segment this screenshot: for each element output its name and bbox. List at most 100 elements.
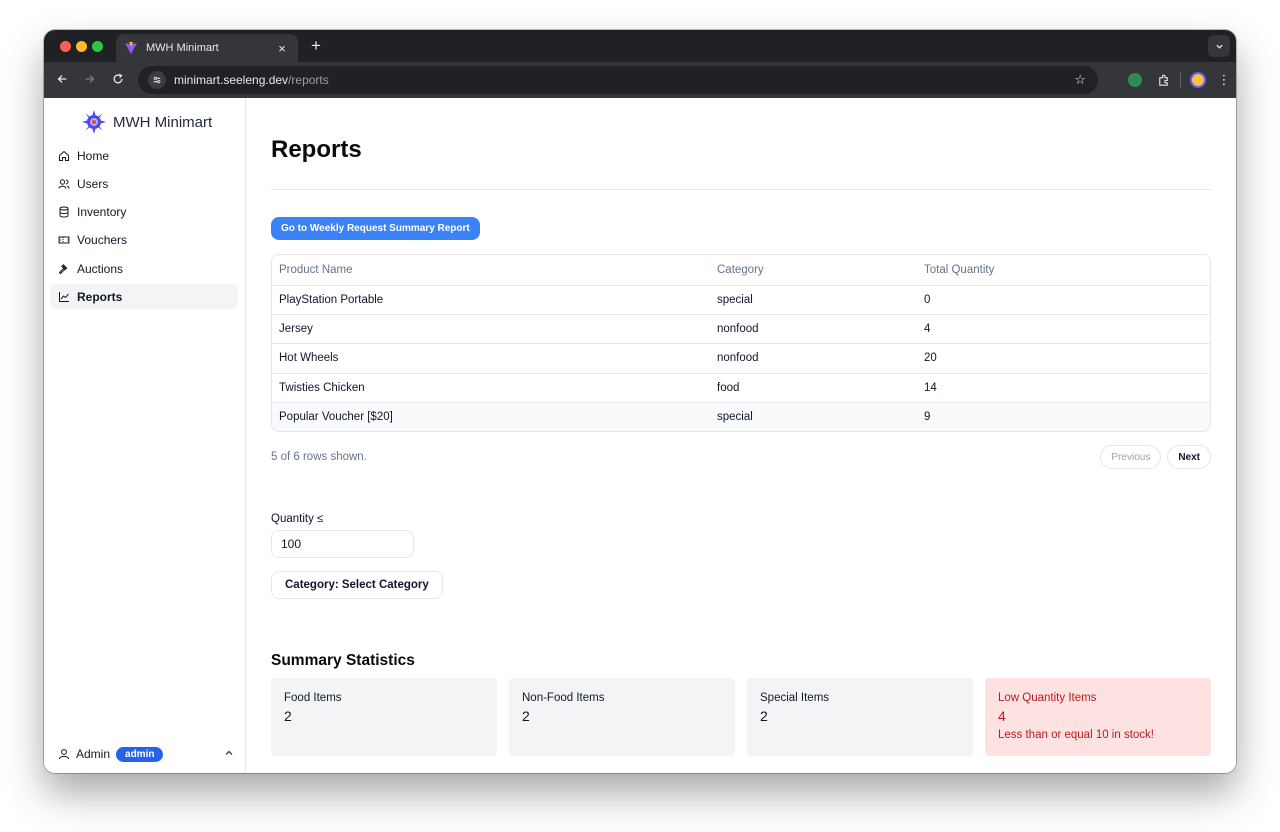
previous-page-button[interactable]: Previous [1100,445,1162,469]
stat-value: 2 [760,708,768,724]
cell-category: food [717,381,740,394]
reload-icon[interactable] [104,72,132,88]
sidebar-item-vouchers[interactable]: Vouchers [50,228,238,253]
user-icon [58,748,70,760]
back-arrow-icon[interactable] [48,72,76,88]
stat-label: Non-Food Items [522,692,605,704]
gavel-icon [58,263,70,275]
cell-product-name: Popular Voucher [$20] [279,411,393,424]
sidebar-item-label: Home [77,148,110,163]
cell-product-name: Jersey [279,323,313,336]
cell-total-quantity: 14 [924,381,937,394]
table-header: Product Name Category Total Quantity [272,255,1210,286]
browser-tab[interactable]: MWH Minimart × [116,34,298,62]
main-content: Reports Go to Weekly Request Summary Rep… [271,98,1211,773]
database-icon [58,206,70,218]
sidebar-item-label: Auctions [77,261,124,276]
table-row: Hot Wheels nonfood 20 [272,344,1210,374]
sidebar-item-label: Inventory [77,205,127,220]
pagination: Previous Next [1094,445,1211,469]
tab-strip: MWH Minimart × + [44,30,1236,62]
summary-title: Summary Statistics [271,652,415,669]
tab-close-icon[interactable]: × [278,40,286,56]
stat-value: 2 [522,708,530,724]
quantity-filter-input[interactable] [271,530,414,558]
cell-product-name: Twisties Chicken [279,381,365,394]
extensions-puzzle-icon[interactable] [1149,62,1177,98]
more-vertical-icon[interactable]: ⋮ [1217,72,1231,87]
extension-icon[interactable] [1121,62,1149,98]
cell-total-quantity: 9 [924,411,931,424]
vite-logo-icon [124,41,138,55]
stat-label: Food Items [284,692,342,704]
maximize-window-button[interactable] [92,41,103,52]
browser-toolbar: minimart.seeleng.dev/reports ☆ ⋮ [44,62,1236,98]
sidebar-nav: Home Users Inventory Vouchers Auctions [50,143,238,313]
products-table: Product Name Category Total Quantity Pla… [271,254,1211,432]
table-row: PlayStation Portable special 0 [272,286,1210,316]
stat-value: 2 [284,708,292,724]
table-row: Jersey nonfood 4 [272,315,1210,345]
minimize-window-button[interactable] [76,41,87,52]
chart-line-icon [58,291,70,303]
stat-note: Less than or equal 10 in stock! [998,729,1154,741]
table-row: Popular Voucher [$20] special 9 [272,402,1210,431]
tab-search-chevron-icon[interactable] [1208,35,1230,57]
ticket-icon [58,234,70,246]
sidebar: MWH Minimart Home Users Inventory Vouch [44,98,246,773]
column-header-category[interactable]: Category [717,264,764,276]
sidebar-item-users[interactable]: Users [50,171,238,196]
sidebar-item-reports[interactable]: Reports [50,284,238,310]
quantity-filter-label: Quantity ≤ [271,513,324,525]
sidebar-item-inventory[interactable]: Inventory [50,200,238,225]
new-tab-button[interactable]: + [311,36,321,55]
stat-label: Low Quantity Items [998,692,1097,704]
cell-product-name: Hot Wheels [279,352,339,365]
summary-cards: Food Items 2 Non-Food Items 2 Special It… [271,678,1211,756]
forward-arrow-icon[interactable] [76,72,104,88]
close-window-button[interactable] [60,41,71,52]
home-icon [58,150,70,162]
sidebar-item-label: Users [77,176,109,191]
sidebar-item-home[interactable]: Home [50,143,238,168]
cell-category: nonfood [717,323,759,336]
next-page-button[interactable]: Next [1167,445,1211,469]
cell-category: special [717,411,753,424]
weekly-report-button[interactable]: Go to Weekly Request Summary Report [271,217,480,240]
url-text: minimart.seeleng.dev/reports [174,73,329,87]
cell-category: special [717,294,753,307]
sidebar-item-label: Vouchers [77,233,128,248]
rows-shown-text: 5 of 6 rows shown. [271,451,367,463]
category-select-button[interactable]: Category: Select Category [271,571,443,599]
sidebar-item-auctions[interactable]: Auctions [50,256,238,281]
stat-card-nonfood: Non-Food Items 2 [509,678,735,756]
site-settings-icon[interactable] [148,71,166,89]
brand[interactable]: MWH Minimart [82,110,212,134]
column-header-total-quantity[interactable]: Total Quantity [924,264,995,276]
cell-total-quantity: 20 [924,352,937,365]
tab-title: MWH Minimart [146,42,219,54]
cell-total-quantity: 0 [924,294,931,307]
page-title: Reports [271,136,362,163]
brand-logo-icon [82,110,106,134]
chevron-up-icon[interactable] [224,748,234,761]
stat-value: 4 [998,708,1006,724]
divider [271,189,1211,190]
cell-total-quantity: 4 [924,323,931,336]
users-icon [58,178,70,190]
stat-card-special: Special Items 2 [747,678,973,756]
stat-label: Special Items [760,692,830,704]
brand-name: MWH Minimart [113,113,213,131]
table-row: Twisties Chicken food 14 [272,374,1210,403]
stat-card-low-quantity: Low Quantity Items 4 Less than or equal … [985,678,1211,756]
column-header-product-name[interactable]: Product Name [279,264,353,276]
user-menu[interactable]: Admin admin [58,745,234,763]
stat-card-food: Food Items 2 [271,678,497,756]
app-root: MWH Minimart Home Users Inventory Vouch [44,98,1236,773]
address-bar[interactable]: minimart.seeleng.dev/reports ☆ [138,66,1098,94]
role-badge: admin [116,746,164,762]
bookmark-star-icon[interactable]: ☆ [1074,72,1086,87]
browser-window: MWH Minimart × + minimart.seeleng.dev/re… [44,30,1236,773]
profile-avatar-icon[interactable] [1184,62,1212,98]
cell-product-name: PlayStation Portable [279,294,384,307]
